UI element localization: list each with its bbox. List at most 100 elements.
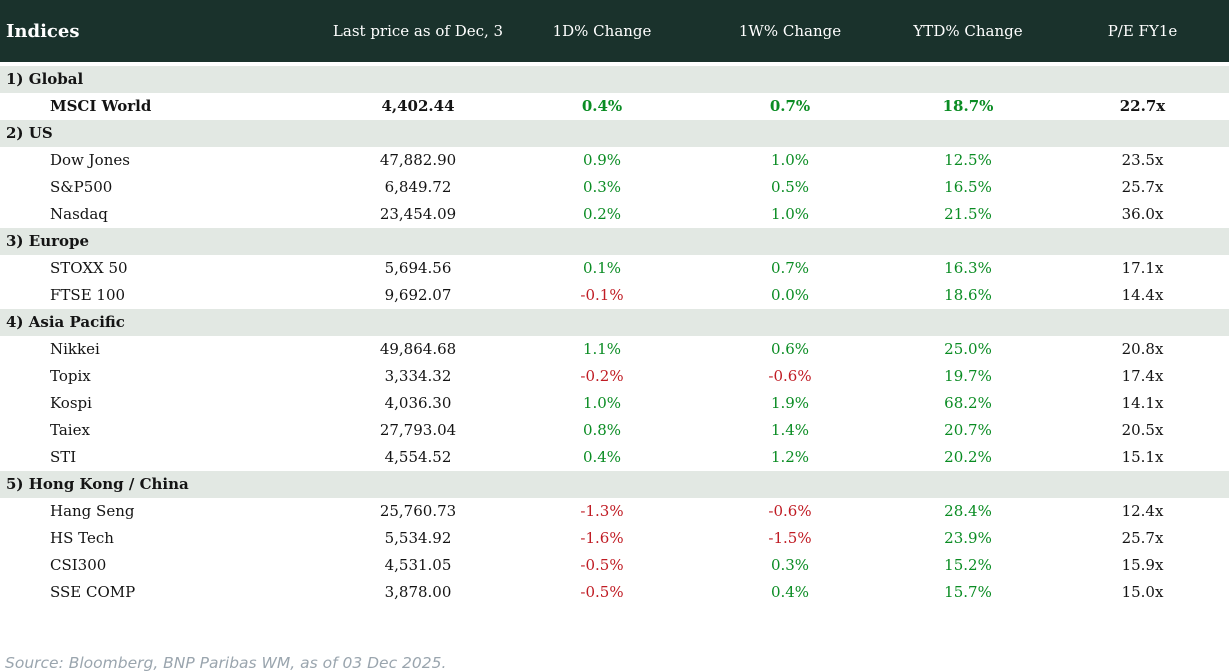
index-name-cell: STI xyxy=(50,448,77,466)
change-ytd-cell: 12.5% xyxy=(944,151,992,169)
pe-cell: 25.7x xyxy=(1121,178,1164,196)
pe-cell: 15.1x xyxy=(1121,448,1164,466)
table-row: MSCI World 4,402.44 0.4% 0.7% 18.7% 22.7x xyxy=(0,93,1229,120)
index-name-cell: S&P500 xyxy=(50,178,113,196)
last-price-cell: 49,864.68 xyxy=(379,340,457,358)
pe-cell: 22.7x xyxy=(1119,97,1166,115)
change-1d-cell: 0.8% xyxy=(582,421,622,439)
section-header-row: 2) US xyxy=(0,120,1229,147)
last-price-cell: 4,036.30 xyxy=(384,394,452,412)
table-row: Kospi 4,036.30 1.0% 1.9% 68.2% 14.1x xyxy=(0,390,1229,417)
table-row: STOXX 50 5,694.56 0.1% 0.7% 16.3% 17.1x xyxy=(0,255,1229,282)
change-1w-cell: 0.5% xyxy=(770,178,810,196)
change-1w-cell: 0.3% xyxy=(770,556,810,574)
change-1d-cell: 0.2% xyxy=(582,205,622,223)
col-header-1w-change: 1W% Change xyxy=(738,22,842,40)
col-header-pe-fy1e: P/E FY1e xyxy=(1107,22,1178,40)
last-price-cell: 3,878.00 xyxy=(384,583,452,601)
table-row: FTSE 100 9,692.07 -0.1% 0.0% 18.6% 14.4x xyxy=(0,282,1229,309)
change-1d-cell: 0.4% xyxy=(582,448,622,466)
section-header-row: 1) Global xyxy=(0,66,1229,93)
index-name-cell: STOXX 50 xyxy=(50,259,128,277)
index-name-cell: CSI300 xyxy=(50,556,107,574)
index-name-cell: Dow Jones xyxy=(50,151,130,169)
change-ytd-cell: 23.9% xyxy=(944,529,992,547)
change-1w-cell: 1.9% xyxy=(770,394,810,412)
pe-cell: 36.0x xyxy=(1121,205,1164,223)
last-price-cell: 9,692.07 xyxy=(384,286,452,304)
index-name-cell: Nasdaq xyxy=(50,205,108,223)
change-1w-cell: -0.6% xyxy=(768,502,812,520)
change-ytd-cell: 19.7% xyxy=(944,367,992,385)
last-price-cell: 27,793.04 xyxy=(379,421,457,439)
table-row: STI 4,554.52 0.4% 1.2% 20.2% 15.1x xyxy=(0,444,1229,471)
change-1w-cell: 0.0% xyxy=(770,286,810,304)
col-header-last-price: Last price as of Dec, 3 xyxy=(332,22,504,40)
change-1w-cell: 0.7% xyxy=(770,259,810,277)
col-header-1d-change: 1D% Change xyxy=(552,22,652,40)
section-header-row: 3) Europe xyxy=(0,228,1229,255)
index-name-cell: FTSE 100 xyxy=(50,286,126,304)
table-row: SSE COMP 3,878.00 -0.5% 0.4% 15.7% 15.0x xyxy=(0,579,1229,606)
table-row: Nasdaq 23,454.09 0.2% 1.0% 21.5% 36.0x xyxy=(0,201,1229,228)
last-price-cell: 3,334.32 xyxy=(384,367,452,385)
change-1d-cell: -0.1% xyxy=(580,286,624,304)
change-1d-cell: -1.6% xyxy=(580,529,624,547)
change-ytd-cell: 20.2% xyxy=(944,448,992,466)
table-row: Hang Seng 25,760.73 -1.3% -0.6% 28.4% 12.4x xyxy=(0,498,1229,525)
change-ytd-cell: 18.6% xyxy=(944,286,992,304)
change-ytd-cell: 16.5% xyxy=(944,178,992,196)
table-header: Indices Last price as of Dec, 3 1D% Chan… xyxy=(0,0,1229,62)
pe-cell: 15.0x xyxy=(1121,583,1164,601)
col-header-ytd-change: YTD% Change xyxy=(913,22,1023,40)
last-price-cell: 47,882.90 xyxy=(379,151,457,169)
table-body: 1) Global MSCI World 4,402.44 0.4% 0.7% 18.7%… xyxy=(0,66,1229,606)
change-1d-cell: 1.0% xyxy=(582,394,622,412)
index-name-cell: Kospi xyxy=(50,394,92,412)
section-header-row: 4) Asia Pacific xyxy=(0,309,1229,336)
change-1w-cell: 1.2% xyxy=(770,448,810,466)
last-price-cell: 23,454.09 xyxy=(379,205,457,223)
change-ytd-cell: 16.3% xyxy=(944,259,992,277)
pe-cell: 25.7x xyxy=(1121,529,1164,547)
pe-cell: 20.8x xyxy=(1121,340,1164,358)
change-1w-cell: 1.4% xyxy=(770,421,810,439)
index-name-cell: Nikkei xyxy=(50,340,100,358)
last-price-cell: 6,849.72 xyxy=(384,178,452,196)
change-1w-cell: -0.6% xyxy=(768,367,812,385)
index-name-cell: HS Tech xyxy=(50,529,114,547)
indices-table: Indices Last price as of Dec, 3 1D% Chan… xyxy=(0,0,1229,606)
change-1d-cell: -0.2% xyxy=(580,367,624,385)
change-1w-cell: 1.0% xyxy=(770,151,810,169)
index-name-cell: MSCI World xyxy=(50,97,152,115)
change-ytd-cell: 25.0% xyxy=(944,340,992,358)
change-ytd-cell: 15.2% xyxy=(944,556,992,574)
change-1d-cell: 0.4% xyxy=(581,97,623,115)
last-price-cell: 4,402.44 xyxy=(381,97,455,115)
pe-cell: 14.1x xyxy=(1121,394,1164,412)
change-ytd-cell: 20.7% xyxy=(944,421,992,439)
change-1w-cell: -1.5% xyxy=(768,529,812,547)
change-1w-cell: 1.0% xyxy=(770,205,810,223)
index-name-cell: SSE COMP xyxy=(50,583,136,601)
table-row: Taiex 27,793.04 0.8% 1.4% 20.7% 20.5x xyxy=(0,417,1229,444)
change-ytd-cell: 68.2% xyxy=(944,394,992,412)
index-name-cell: Topix xyxy=(50,367,91,385)
pe-cell: 23.5x xyxy=(1121,151,1164,169)
change-1d-cell: -1.3% xyxy=(580,502,624,520)
change-ytd-cell: 28.4% xyxy=(944,502,992,520)
change-1d-cell: 0.1% xyxy=(582,259,622,277)
change-1d-cell: -0.5% xyxy=(580,556,624,574)
pe-cell: 15.9x xyxy=(1121,556,1164,574)
change-1d-cell: 0.9% xyxy=(582,151,622,169)
last-price-cell: 5,534.92 xyxy=(384,529,452,547)
table-row: Topix 3,334.32 -0.2% -0.6% 19.7% 17.4x xyxy=(0,363,1229,390)
last-price-cell: 25,760.73 xyxy=(379,502,457,520)
section-header-row: 5) Hong Kong / China xyxy=(0,471,1229,498)
change-ytd-cell: 18.7% xyxy=(942,97,994,115)
table-row: CSI300 4,531.05 -0.5% 0.3% 15.2% 15.9x xyxy=(0,552,1229,579)
last-price-cell: 4,531.05 xyxy=(384,556,452,574)
table-row: Nikkei 49,864.68 1.1% 0.6% 25.0% 20.8x xyxy=(0,336,1229,363)
change-1w-cell: 0.7% xyxy=(769,97,811,115)
pe-cell: 17.4x xyxy=(1121,367,1164,385)
